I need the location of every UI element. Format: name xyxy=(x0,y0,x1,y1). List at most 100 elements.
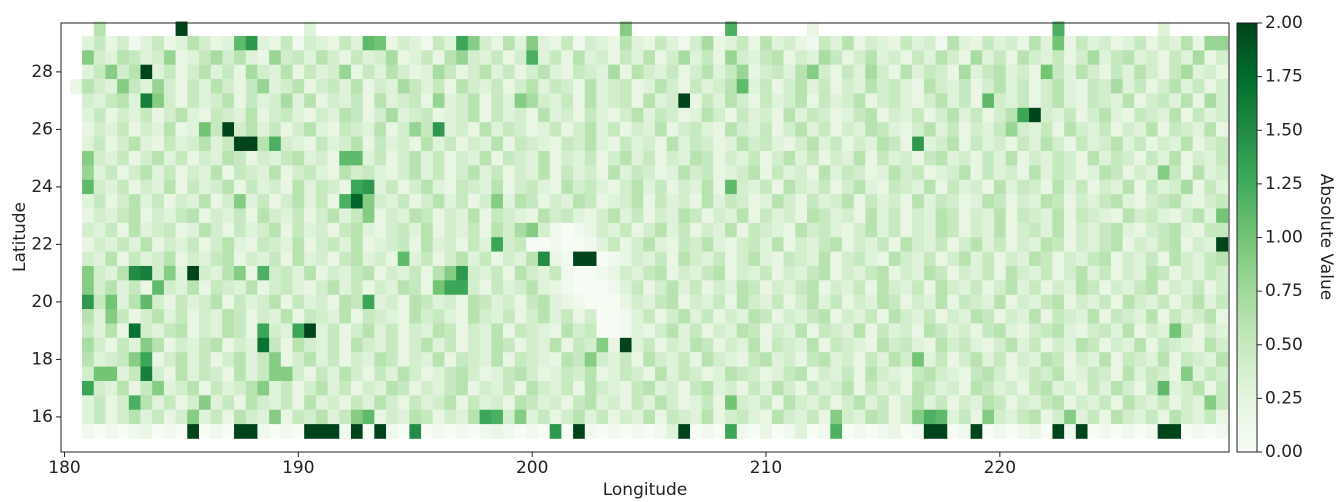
heatmap-cell xyxy=(701,366,714,382)
heatmap-cell xyxy=(912,424,925,439)
heatmap-cell xyxy=(1005,237,1018,252)
heatmap-cell xyxy=(900,424,913,439)
heatmap-cell xyxy=(549,79,562,94)
heatmap-cell xyxy=(795,251,808,267)
heatmap-cell xyxy=(725,194,738,209)
heatmap-cell xyxy=(1192,237,1205,252)
heatmap-cell xyxy=(1017,165,1030,181)
heatmap-cell xyxy=(1145,280,1158,296)
heatmap-cell xyxy=(806,150,819,166)
heatmap-cell xyxy=(210,107,223,123)
heatmap-cell xyxy=(479,337,492,353)
heatmap-cell xyxy=(701,323,714,339)
heatmap-cell xyxy=(315,265,328,281)
heatmap-cell xyxy=(140,337,153,353)
heatmap-cell xyxy=(444,280,457,296)
heatmap-cell xyxy=(912,294,925,310)
heatmap-cell xyxy=(175,366,188,382)
heatmap-cell xyxy=(1040,79,1053,94)
heatmap-cell xyxy=(538,93,551,109)
heatmap-cell xyxy=(245,352,258,367)
heatmap-cell xyxy=(187,79,200,94)
heatmap-cell xyxy=(339,352,352,367)
heatmap-cell xyxy=(993,380,1006,396)
heatmap-cell xyxy=(1075,64,1088,80)
heatmap-cell xyxy=(725,222,738,238)
heatmap-cell xyxy=(198,64,211,80)
heatmap-cell xyxy=(690,237,703,252)
heatmap-cell xyxy=(198,280,211,296)
heatmap-cell xyxy=(678,194,691,209)
heatmap-cell xyxy=(619,107,632,123)
heatmap-cell xyxy=(631,150,644,166)
heatmap-cell xyxy=(725,208,738,224)
heatmap-cell xyxy=(584,222,597,238)
y-tick-label: 20 xyxy=(31,292,53,312)
heatmap-cell xyxy=(467,35,480,51)
heatmap-cell xyxy=(117,294,130,310)
heatmap-cell xyxy=(175,179,188,195)
heatmap-cell xyxy=(549,179,562,195)
heatmap-cell xyxy=(292,194,305,209)
heatmap-cell xyxy=(198,251,211,267)
heatmap-cell xyxy=(1169,294,1182,310)
heatmap-cell xyxy=(397,309,410,324)
heatmap-cell xyxy=(853,35,866,51)
heatmap-cell xyxy=(456,251,469,267)
heatmap-cell xyxy=(444,122,457,137)
heatmap-cell xyxy=(1192,122,1205,137)
heatmap-cell xyxy=(713,251,726,267)
heatmap-cell xyxy=(678,424,691,439)
heatmap-cell xyxy=(117,165,130,181)
heatmap-cell xyxy=(327,122,340,137)
heatmap-cell xyxy=(152,136,165,152)
heatmap-cell xyxy=(549,64,562,80)
heatmap-cell xyxy=(561,79,574,94)
heatmap-cell xyxy=(269,366,282,382)
heatmap-cell xyxy=(117,194,130,209)
heatmap-cell xyxy=(1134,79,1147,94)
heatmap-cell xyxy=(374,409,387,425)
heatmap-cell xyxy=(830,93,843,109)
heatmap-cell xyxy=(865,194,878,209)
heatmap-cell xyxy=(491,35,504,51)
heatmap-cell xyxy=(234,64,247,80)
heatmap-cell xyxy=(877,93,890,109)
heatmap-cell xyxy=(386,222,399,238)
heatmap-cell xyxy=(818,50,831,65)
heatmap-cell xyxy=(806,50,819,65)
heatmap-cell xyxy=(771,122,784,137)
heatmap-cell xyxy=(245,93,258,109)
heatmap-cell xyxy=(538,294,551,310)
heatmap-cell xyxy=(853,366,866,382)
heatmap-cell xyxy=(701,150,714,166)
heatmap-cell xyxy=(1122,280,1135,296)
heatmap-cell xyxy=(771,179,784,195)
heatmap-cell xyxy=(1110,79,1123,94)
heatmap-cell xyxy=(842,79,854,94)
heatmap-cell xyxy=(210,194,223,209)
heatmap-cell xyxy=(82,64,95,80)
heatmap-cell xyxy=(1169,323,1182,339)
heatmap-cell xyxy=(479,265,492,281)
heatmap-cell xyxy=(631,251,644,267)
heatmap-cell xyxy=(1075,93,1088,109)
heatmap-cell xyxy=(1110,237,1123,252)
heatmap-cell xyxy=(608,380,621,396)
heatmap-cell xyxy=(292,208,305,224)
heatmap-cell xyxy=(163,122,176,137)
heatmap-cell xyxy=(491,294,504,310)
heatmap-cell xyxy=(502,64,515,80)
heatmap-cell xyxy=(304,366,317,382)
heatmap-cell xyxy=(713,64,726,80)
heatmap-cell xyxy=(421,150,434,166)
heatmap-cell xyxy=(725,107,738,123)
heatmap-cell xyxy=(818,150,831,166)
heatmap-cell xyxy=(912,179,925,195)
heatmap-cell xyxy=(947,265,960,281)
heatmap-cell xyxy=(584,409,597,425)
heatmap-cell xyxy=(269,179,282,195)
heatmap-cell xyxy=(82,165,95,181)
heatmap-cell xyxy=(1064,323,1077,339)
heatmap-cell xyxy=(327,294,340,310)
